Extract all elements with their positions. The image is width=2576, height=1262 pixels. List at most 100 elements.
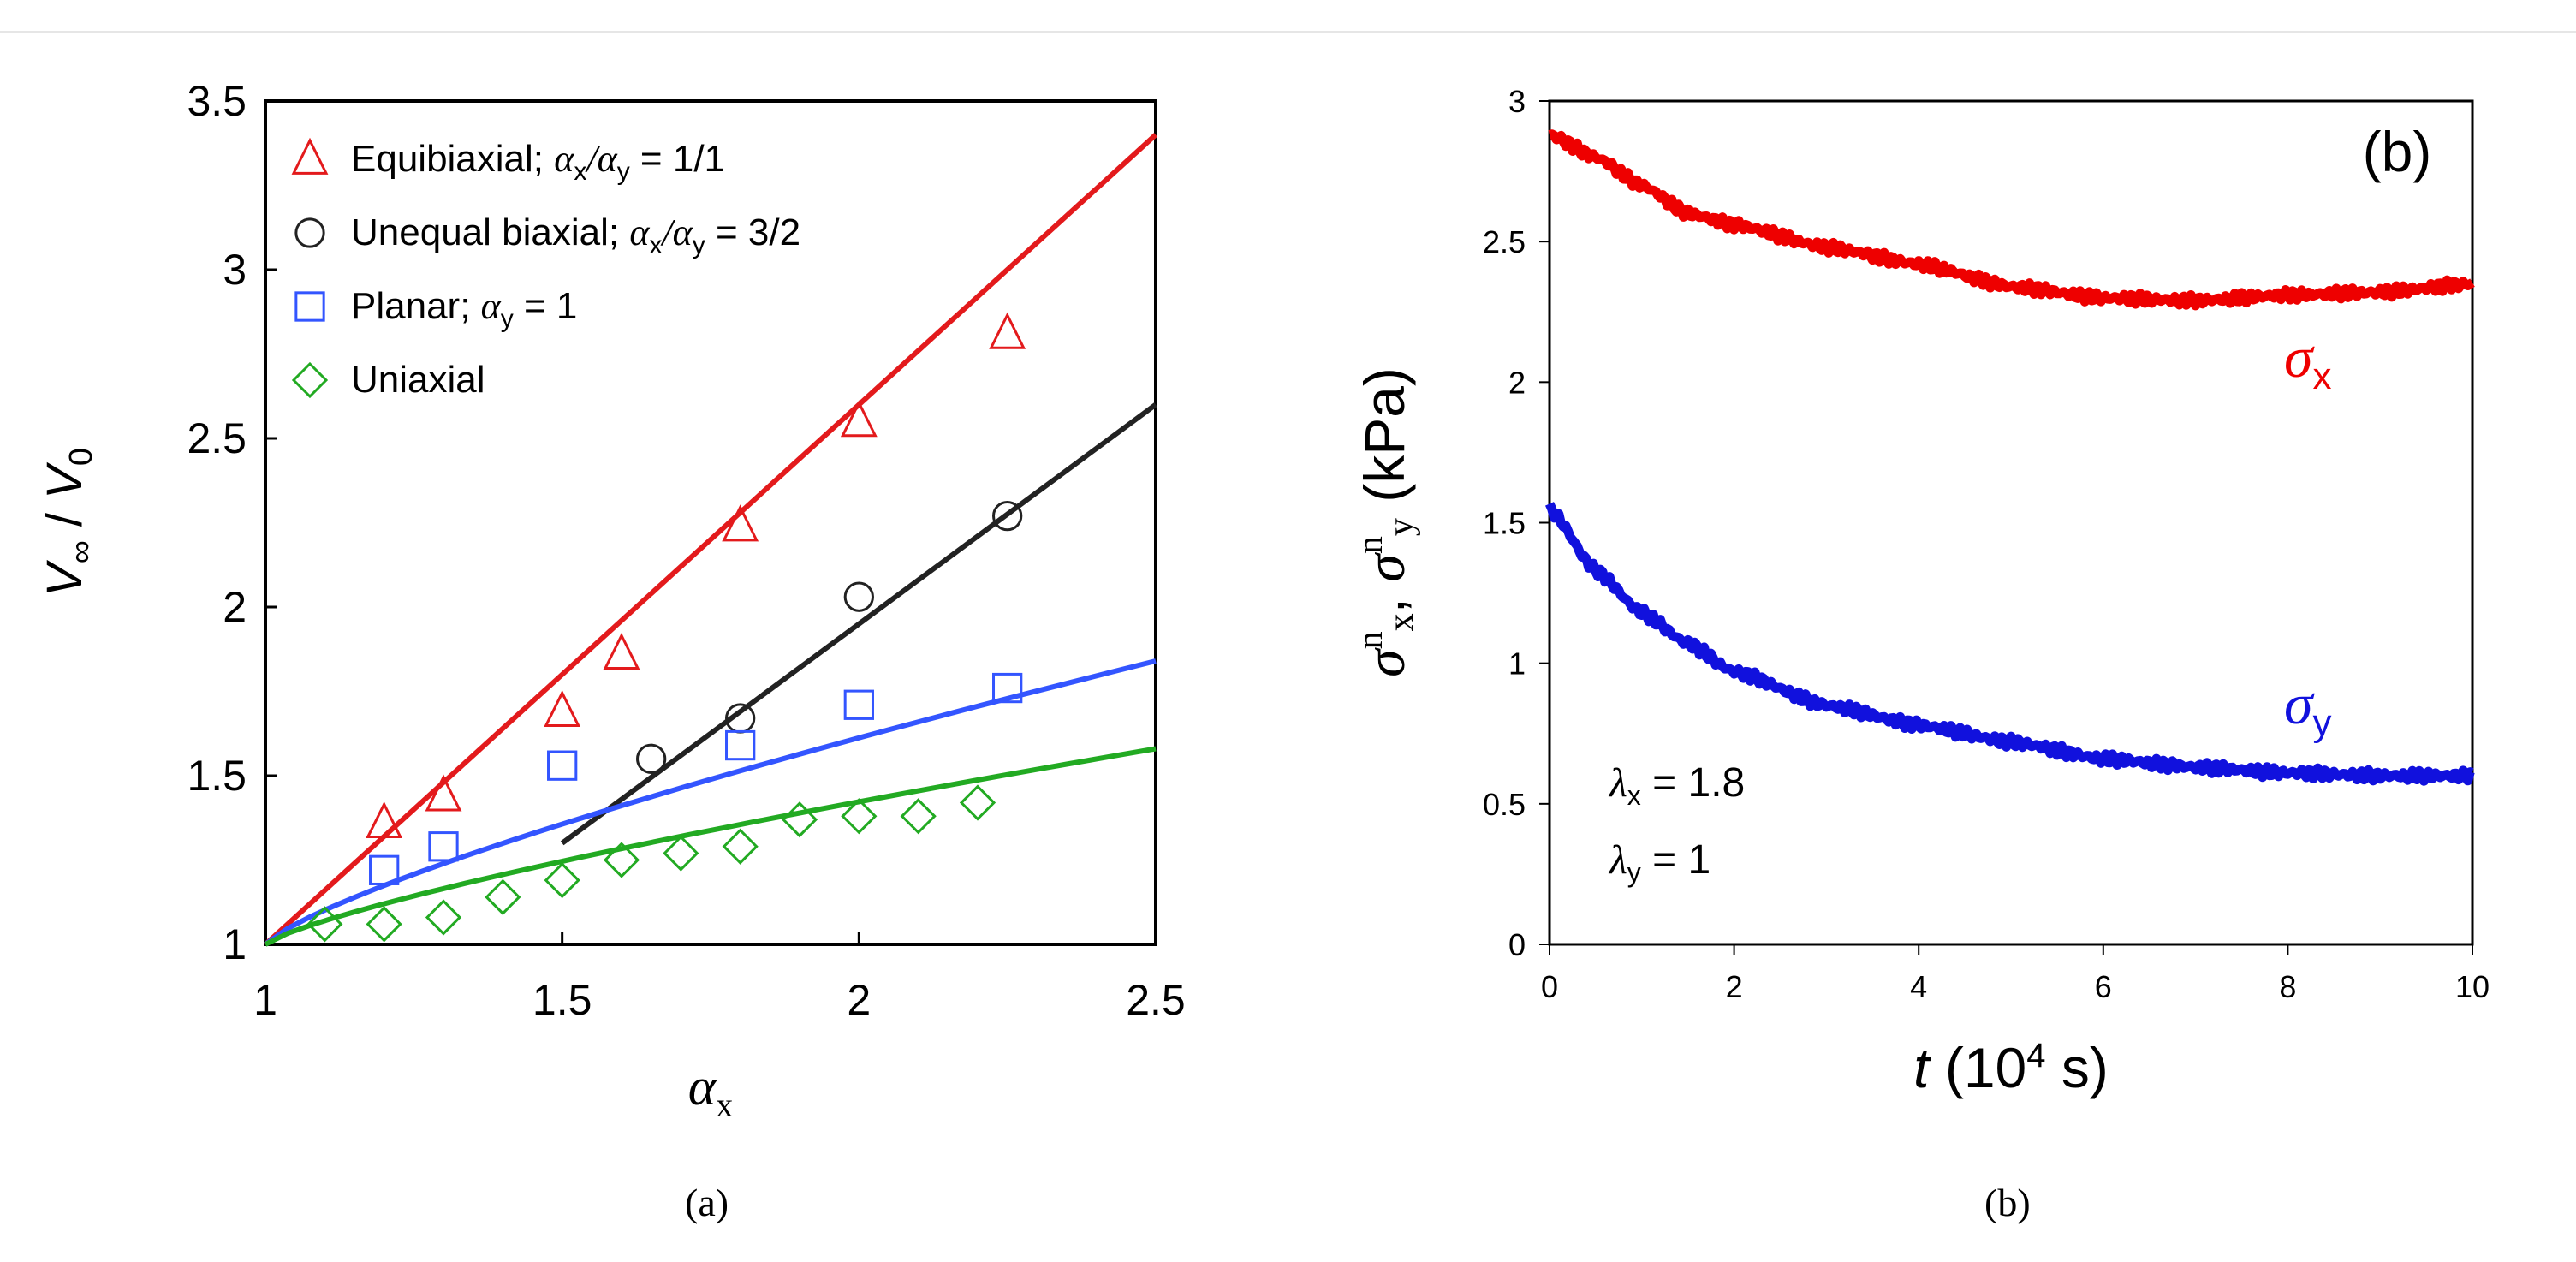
legend-text-part: α — [629, 211, 650, 253]
legend-text-part: x — [649, 231, 662, 259]
uniaxial-point — [306, 906, 343, 943]
panel-b-x-tick-label: 4 — [1910, 969, 1927, 1004]
planar-point — [843, 689, 874, 720]
fit-line-uniaxial — [264, 746, 1157, 947]
panel-a-x-tick-label: 2.5 — [1126, 976, 1186, 1024]
panel-a-x-tick-label: 2 — [847, 976, 871, 1024]
equibiaxial-point — [840, 400, 878, 438]
panel-a-y-tick-label: 3 — [223, 246, 247, 294]
panel-b-y-tick-label: 1 — [1508, 646, 1526, 682]
unequal-biaxial-point — [636, 743, 667, 774]
uniaxial-point — [603, 842, 640, 878]
panel-b-plot-frame — [1548, 99, 2474, 946]
legend-marker-unequal-biaxial — [294, 217, 325, 248]
panel-a: 1 1.5 2 2.5 1 1.5 2 2.5 3 3.5 Equibiaxial; αx/αy … — [37, 77, 1186, 1124]
panel-a-y-tick-label: 1.5 — [187, 752, 247, 800]
uniaxial-point — [959, 784, 996, 821]
legend-text-part: α — [481, 285, 502, 327]
legend-text-part: /α — [584, 138, 617, 180]
panel-a-data-points — [306, 312, 1026, 943]
legend-text-part: x — [574, 158, 586, 186]
legend-text-part: y — [693, 231, 705, 259]
uniaxial-point — [841, 798, 878, 835]
curve-sigma-y — [1544, 502, 2475, 786]
uniaxial-point — [781, 801, 818, 838]
panel-a-x-axis-label: αx — [688, 1058, 734, 1124]
legend-text-part: /α — [659, 211, 693, 253]
uniaxial-point — [366, 906, 402, 943]
legend-entry-equibiaxial: Equibiaxial; αx/αy = 1/1 — [351, 138, 725, 186]
panel-b-curves — [1544, 129, 2475, 786]
panel-a-y-axis-label: V∞ / V0 — [37, 448, 99, 597]
panel-b-y-tick-label: 0.5 — [1483, 787, 1526, 822]
equibiaxial-point — [603, 632, 640, 670]
unequal-biaxial-point — [843, 581, 874, 612]
legend-marker-uniaxial — [291, 361, 329, 399]
legend-entry-uniaxial: Uniaxial — [351, 359, 485, 401]
panel-b-y-tick-label: 3 — [1508, 84, 1526, 119]
unequal-biaxial-point — [992, 500, 1023, 532]
lambda-y-annotation: λy = 1 — [1608, 837, 1710, 888]
panel-b-x-tick-label: 10 — [2455, 969, 2490, 1004]
panel-b-caption: (b) — [1984, 1181, 2031, 1224]
curve-sigma-x — [1547, 129, 2475, 311]
planar-point — [428, 831, 459, 862]
uniaxial-point — [425, 899, 462, 936]
panel-a-y-tick-label: 3.5 — [187, 77, 247, 125]
top-rule — [0, 31, 2576, 33]
panel-b-label: (b) — [2363, 120, 2432, 183]
planar-point — [369, 854, 400, 885]
panel-a-fit-lines — [263, 133, 1158, 947]
panel-a-plot-frame — [264, 99, 1157, 946]
panel-a-x-tick-label: 1.5 — [532, 976, 592, 1024]
equibiaxial-point — [425, 774, 462, 812]
legend-marker-planar — [294, 291, 325, 322]
panel-b-x-tick-label: 6 — [2095, 969, 2112, 1004]
uniaxial-point — [544, 862, 580, 899]
legend-text-part: y — [501, 305, 514, 333]
sigma-y-curve-label: σy — [2284, 671, 2332, 744]
panel-b-y-axis-label: σnx, σny (kPa) — [1351, 367, 1421, 677]
legend-text-part: = 1/1 — [630, 138, 725, 180]
panel-a-y-tick-label: 2.5 — [187, 414, 247, 462]
uniaxial-point — [722, 828, 759, 865]
lambda-x-annotation: λx = 1.8 — [1608, 760, 1745, 811]
legend-entry-unequal-biaxial: Unequal biaxial; αx/αy = 3/2 — [351, 211, 800, 259]
legend-text-part: Equibiaxial; — [351, 138, 554, 180]
panel-a-ticks: 1 1.5 2 2.5 1 1.5 2 2.5 3 3.5 — [187, 77, 1185, 1024]
equibiaxial-point — [722, 504, 759, 542]
equibiaxial-point — [366, 801, 403, 839]
planar-point — [992, 672, 1023, 704]
legend-text-part: = 1 — [514, 285, 578, 327]
equibiaxial-point — [989, 312, 1026, 349]
legend-text-part: Uniaxial — [351, 359, 485, 401]
panel-b-y-tick-label: 0 — [1508, 927, 1526, 962]
legend-marker-equibiaxial — [291, 137, 329, 175]
sigma-x-curve-label: σx — [2284, 324, 2332, 397]
panel-b-x-axis-label: t (104 s) — [1913, 1036, 2109, 1099]
panel-a-x-tick-label: 1 — [253, 976, 277, 1024]
panel-b-y-tick-label: 2.5 — [1483, 224, 1526, 259]
uniaxial-point — [663, 835, 699, 872]
fit-line-equibiaxial — [263, 133, 1158, 947]
fit-line-unequal-biaxial — [560, 402, 1157, 846]
legend-entry-planar: Planar; αy = 1 — [351, 285, 577, 333]
uniaxial-point — [485, 878, 521, 915]
panel-b-x-tick-label: 8 — [2279, 969, 2296, 1004]
fit-line-planar — [264, 658, 1157, 947]
legend-text-part: Unequal biaxial; — [351, 211, 629, 253]
planar-point — [725, 729, 756, 761]
panel-b-x-tick-label: 0 — [1541, 969, 1558, 1004]
panel-b-y-tick-label: 2 — [1508, 365, 1526, 400]
panel-b-y-tick-label: 1.5 — [1483, 506, 1526, 541]
panel-b-x-tick-label: 2 — [1726, 969, 1743, 1004]
planar-point — [547, 750, 578, 781]
panel-a-caption: (a) — [685, 1181, 729, 1224]
legend-text-part: = 3/2 — [705, 211, 800, 253]
panel-a-y-tick-label: 1 — [223, 920, 247, 968]
uniaxial-point — [900, 798, 937, 835]
equibiaxial-point — [544, 689, 581, 728]
